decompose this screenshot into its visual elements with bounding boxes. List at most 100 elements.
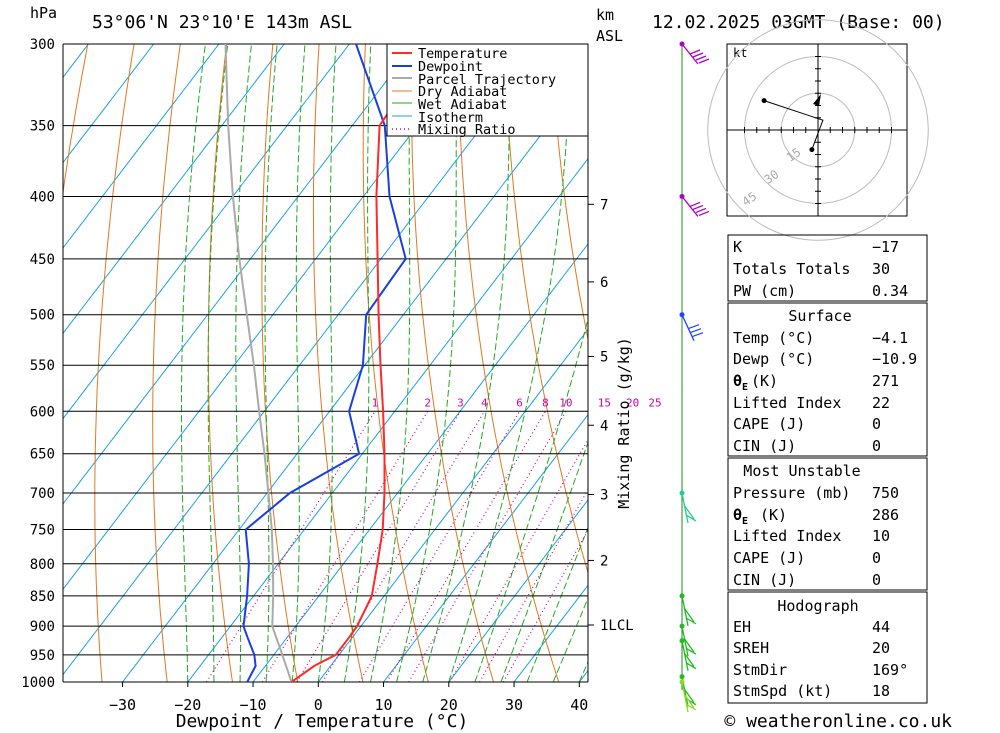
hodograph-ring-label: 30 <box>762 167 782 187</box>
mixing-ratio-tick-label: 4 <box>481 396 488 409</box>
temperature-tick-label: 0 <box>314 696 323 714</box>
x-axis-label: Dewpoint / Temperature (°C) <box>176 711 469 732</box>
hodograph-unit: kt <box>733 46 747 60</box>
wet-adiabat-line <box>370 44 412 682</box>
mixing-ratio-tick-label: 10 <box>559 396 572 409</box>
mu-cape-value: 0 <box>872 549 881 567</box>
surface-cape-label: CAPE (J) <box>733 415 805 433</box>
wind-barb <box>681 681 697 713</box>
wind-barb <box>681 595 697 627</box>
pressure-unit-label: hPa <box>30 4 57 22</box>
k-label: K <box>733 238 742 256</box>
mu-theta-value: 286 <box>872 506 899 524</box>
wet-adiabat-line <box>207 44 229 682</box>
k-value: −17 <box>872 238 899 256</box>
mu-cin-label: CIN (J) <box>733 571 796 589</box>
mixing-ratio-tick-label: 1 <box>372 396 379 409</box>
temperature-tick-label: −30 <box>109 696 136 714</box>
isobars <box>63 43 588 683</box>
height-tick-label: 3 <box>600 488 608 504</box>
dry-adiabat-line <box>410 44 494 682</box>
surface-theta-label: (K) <box>751 372 778 390</box>
stmdir-label: StmDir <box>733 661 787 679</box>
legend-isotherm: Isotherm <box>418 110 483 126</box>
isotherm-line <box>63 44 481 591</box>
dry-adiabat-line <box>986 0 1000 682</box>
mu-theta-symbol: θ <box>733 506 742 524</box>
legend-wet-adiabat: Wet Adiabat <box>418 97 507 113</box>
wet-adiabat-line <box>526 526 588 682</box>
km-label: km <box>596 6 614 24</box>
mu-theta-subscript: E <box>742 516 748 527</box>
surface-li-label: Lifted Index <box>733 394 841 412</box>
isotherm-line <box>63 44 351 420</box>
isotherm-line <box>383 413 588 682</box>
mixing-ratio-line <box>386 410 546 682</box>
hodograph-start-dot <box>809 147 815 153</box>
surface-cape-value: 0 <box>872 415 881 433</box>
parcel-trajectory-line <box>224 44 293 682</box>
height-tick-label: 2 <box>600 553 608 569</box>
dry-adiabat-line <box>942 0 1000 682</box>
dry-adiabat-line <box>457 44 560 682</box>
surface-title: Surface <box>788 307 851 325</box>
hodograph-end-dot <box>761 98 767 104</box>
legend: Temperature Dewpoint Parcel Trajectory D… <box>386 43 589 138</box>
dewpoint-line <box>242 44 407 682</box>
hodograph-trace <box>763 100 824 150</box>
mixing-ratio-tick-label: 15 <box>598 396 611 409</box>
pressure-tick-label: 600 <box>30 404 55 420</box>
isotherm-line <box>63 44 220 249</box>
isotherm-line <box>122 72 588 682</box>
stmspd-value: 18 <box>872 682 890 700</box>
dry-adiabat-line <box>63 44 89 196</box>
isotherm-line <box>63 44 90 79</box>
most-unstable-table: Most Unstable Pressure (mb) 750 θ E (K) … <box>727 457 928 591</box>
mixing-ratio-line <box>449 438 588 682</box>
copyright-footer[interactable]: © weatheronline.co.uk <box>724 711 952 732</box>
wind-barb <box>681 196 710 217</box>
height-axis: 7 6 5 4 3 2 1LCL <box>588 197 634 634</box>
temperature-tick-label: 30 <box>505 696 523 714</box>
pressure-tick-label: 400 <box>30 189 55 205</box>
temperature-tick-label: 20 <box>440 696 458 714</box>
stmspd-label: StmSpd (kt) <box>733 682 832 700</box>
hodograph-table-title: Hodograph <box>777 597 858 615</box>
pressure-axis: 300 350 400 450 500 550 600 650 700 750 800 850 900 9… <box>21 37 589 691</box>
dry-adiabat-line <box>207 44 233 682</box>
wind-barb <box>681 640 697 671</box>
totals-totals-label: Totals Totals <box>733 260 850 278</box>
dry-adiabat-line <box>898 0 1000 682</box>
wind-barb <box>681 492 697 524</box>
pressure-tick-label: 300 <box>30 37 55 53</box>
isotherm-line <box>0 0 97 682</box>
isotherm-line <box>448 499 588 682</box>
pressure-tick-label: 750 <box>30 523 55 539</box>
hodograph-ring-label: 15 <box>784 145 804 165</box>
mixing-ratio-labels: 1 2 3 4 6 8 10 15 20 25 <box>372 396 662 409</box>
most-unstable-title: Most Unstable <box>743 462 860 480</box>
asl-label: ASL <box>596 27 623 45</box>
wind-barb <box>681 43 710 65</box>
surface-temp-value: −4.1 <box>872 329 908 347</box>
wet-adiabat-line <box>552 596 588 682</box>
surface-li-value: 22 <box>872 394 890 412</box>
pressure-tick-label: 800 <box>30 557 55 573</box>
datetime-label: 12.02.2025 03GMT (Base: 00) <box>652 12 945 33</box>
mixing-ratio-line <box>205 410 376 682</box>
dry-adiabat-line <box>362 44 429 682</box>
dry-adiabat-line <box>312 44 364 682</box>
theta-e-symbol: θ <box>733 372 742 390</box>
eh-value: 44 <box>872 618 890 636</box>
surface-temp-label: Temp (°C) <box>733 329 814 347</box>
wind-profile <box>679 41 710 713</box>
wet-adiabat-line <box>264 44 278 682</box>
pressure-tick-label: 650 <box>30 447 55 463</box>
mixing-ratio-tick-label: 25 <box>648 396 661 409</box>
temperature-line <box>290 44 436 682</box>
pressure-tick-label: 550 <box>30 358 55 374</box>
pressure-tick-label: 700 <box>30 486 55 502</box>
mixing-ratio-tick-label: 3 <box>457 396 464 409</box>
